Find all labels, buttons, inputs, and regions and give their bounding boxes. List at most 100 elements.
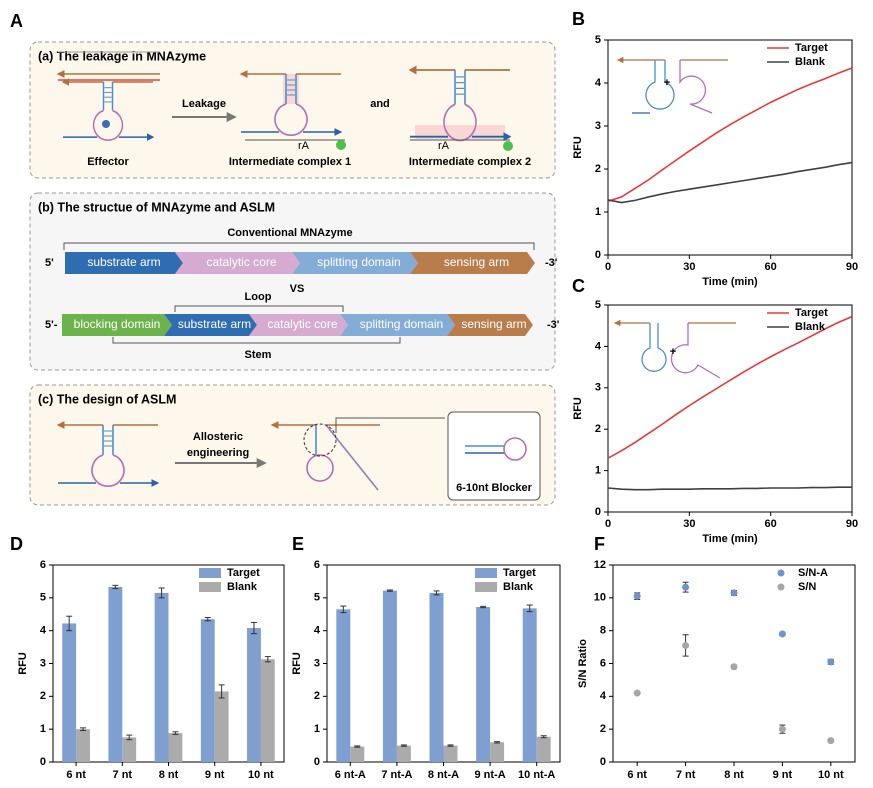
five-prime: 5'-: [45, 319, 58, 331]
blocker-diagram: [465, 437, 527, 461]
inset-hairpin: [670, 323, 721, 379]
y-tick-label: 5: [40, 592, 46, 604]
x-axis-label: Time (min): [702, 533, 758, 545]
loop: [306, 454, 334, 482]
y-tick-label: 5: [314, 592, 320, 604]
legend-label: Target: [227, 567, 260, 579]
section-title: (c) The design of ASLM: [38, 392, 176, 406]
y-tick-label: 4: [595, 77, 602, 89]
point: [827, 658, 835, 666]
five-prime: 5': [45, 257, 54, 269]
legend-label: Blank: [227, 581, 258, 593]
domain-label: sensing arm: [444, 255, 509, 269]
y-tick-label: 4: [314, 625, 321, 637]
domain: [249, 314, 348, 336]
y-tick-label: 2: [595, 163, 601, 175]
legend-label: Target: [795, 42, 828, 54]
y-tick-label: 5: [595, 299, 601, 311]
bar: [62, 623, 77, 762]
legend-swatch: [475, 568, 497, 578]
domain: [340, 314, 455, 336]
domain-rows: 5' -3' substrate arm catalytic core splittin…: [45, 252, 560, 336]
legend-swatch: [475, 582, 497, 592]
legend-swatch: [199, 568, 221, 578]
bar: [108, 586, 123, 762]
domain-label: splitting domain: [317, 255, 400, 269]
plot-frame: [607, 304, 853, 513]
y-tick-label: 2: [40, 690, 46, 702]
x-tick-label: 7 nt-A: [381, 769, 412, 781]
legend-label: S/N-A: [798, 567, 828, 579]
legend-label: Target: [503, 567, 536, 579]
x-tick-label: 60: [765, 518, 777, 530]
effector-dot: [102, 120, 110, 128]
y-axis-label: S/N Ratio: [577, 639, 589, 688]
x-tick-label: 7 nt: [676, 769, 696, 781]
fluorophore: [503, 141, 513, 151]
label: 6-10nt Blocker: [456, 482, 533, 494]
bar: [260, 659, 275, 762]
domain-label: splitting domain: [360, 317, 443, 331]
point: [778, 725, 786, 733]
bar: [168, 733, 183, 762]
point: [633, 592, 641, 600]
x-tick-label: 30: [683, 518, 695, 530]
label: Conventional MNAzyme: [227, 227, 352, 239]
three-prime: -3': [545, 257, 558, 269]
y-tick-label: 0: [40, 756, 46, 768]
label: VS: [290, 283, 305, 295]
y-tick-label: 6: [600, 657, 606, 669]
effector-diagram: [56, 51, 160, 140]
label: Leakage: [182, 98, 226, 110]
bracket: [63, 242, 535, 250]
section-box: [29, 384, 556, 506]
fluorophore: [336, 140, 346, 150]
y-tick-label: 2: [600, 723, 606, 735]
y-tick-label: 1: [314, 723, 320, 735]
panel-label: F: [594, 534, 605, 554]
y-axis-label: RFU: [17, 652, 29, 675]
y-tick-label: 4: [40, 625, 47, 637]
highlight: [415, 125, 505, 139]
bar: [200, 619, 215, 762]
y-tick-label: 1: [595, 465, 601, 477]
bar: [247, 628, 261, 762]
panel-label: A: [10, 11, 23, 31]
y-tick-label: 2: [314, 690, 320, 702]
y-axis-label: RFU: [291, 652, 303, 675]
line: [607, 67, 853, 203]
point: [682, 641, 690, 649]
inset-hairpin: [679, 60, 713, 114]
bar: [76, 729, 90, 762]
inset-plus: +: [670, 346, 676, 358]
y-tick-label: 3: [595, 120, 601, 132]
y-tick-label: 3: [40, 657, 46, 669]
connector: [335, 417, 445, 433]
x-tick-label: 0: [605, 518, 611, 530]
point: [730, 589, 738, 597]
label: engineering: [187, 447, 249, 459]
label: Effector: [87, 156, 129, 168]
legend-label: Blank: [503, 581, 534, 593]
bar: [443, 745, 458, 762]
section-title: (a) The leakage in MNAzyme: [38, 49, 206, 63]
highlight: [283, 74, 299, 104]
bar: [154, 592, 169, 762]
label: Intermediate complex 2: [409, 156, 531, 168]
x-tick-label: 8 nt: [724, 769, 744, 781]
label: rA: [298, 140, 310, 152]
legend-label: Blank: [795, 56, 826, 68]
label: Stem: [245, 349, 272, 361]
domain-label: substrate arm: [178, 317, 251, 331]
inset-box: [447, 411, 541, 501]
x-axis-label: Time (min): [702, 276, 758, 288]
x-tick-label: 6 nt: [66, 769, 86, 781]
bracket: [174, 305, 344, 312]
point: [778, 630, 786, 638]
x-tick-label: 90: [846, 261, 858, 273]
y-tick-label: 3: [595, 382, 601, 394]
y-tick-label: 6: [314, 559, 320, 571]
bar: [350, 746, 365, 762]
domain: [164, 314, 257, 336]
